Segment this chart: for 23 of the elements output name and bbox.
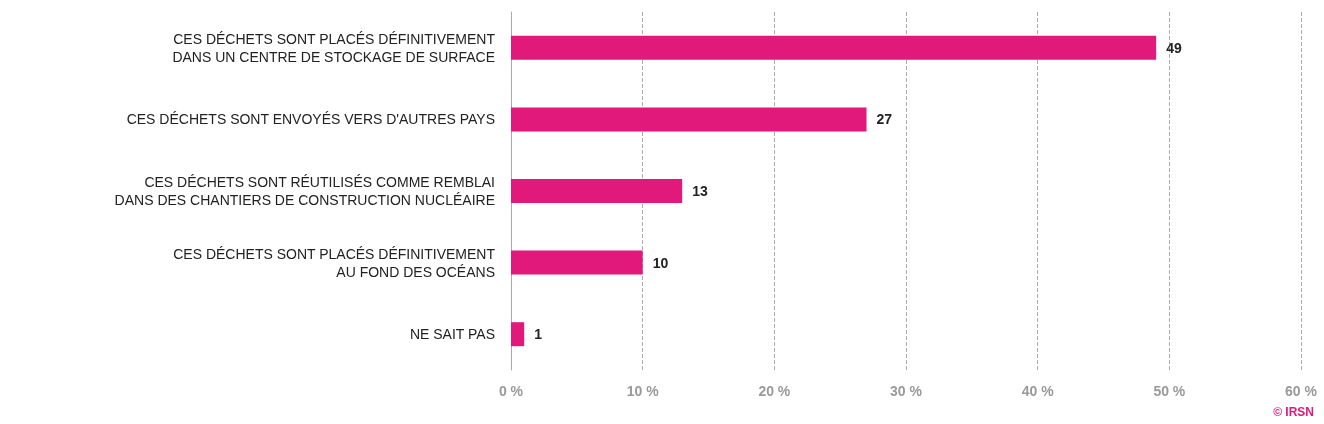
bar [511, 322, 525, 347]
data-label: 27 [876, 111, 893, 128]
x-tick-label: 40 % [1021, 383, 1055, 399]
bar [511, 107, 867, 132]
x-tick-label: 30 % [890, 383, 923, 399]
data-label: 13 [692, 183, 708, 199]
data-label: 1 [534, 326, 543, 343]
y-tick-label: NE SAIT PAS [409, 326, 495, 343]
y-tick-label: CES DÉCHETS SONT PLACÉS DÉFINITIVEMENT AU FOND DES OCÉANS [173, 245, 496, 280]
bar [511, 35, 1157, 60]
bar [511, 250, 643, 275]
data-label: 10 [652, 254, 669, 271]
y-tick-label: CES DÉCHETS SONT RÉUTILISÉS COMME REMBLAI DANS DES CHANTIERS DE CONSTRUCTION NUCLÉAIRE [114, 174, 495, 208]
y-tick-label: CES DÉCHETS SONT ENVOYÉS VERS D'AUTRES PAYS [126, 111, 495, 128]
x-tick-label: 50 % [1153, 383, 1186, 399]
bar [511, 179, 683, 203]
x-tick-label: 20 % [758, 383, 791, 399]
x-tick-label: 0 % [498, 383, 524, 399]
text: © IRSN [1273, 405, 1315, 419]
x-tick-label: 10 % [626, 383, 660, 399]
x-tick-label: 60 % [1285, 383, 1318, 399]
y-tick-label: CES DÉCHETS SONT PLACÉS DÉFINITIVEMENT DANS UN CENTRE DE STOCKAGE DE SURFACE [172, 30, 496, 65]
data-label: 49 [1166, 39, 1182, 56]
